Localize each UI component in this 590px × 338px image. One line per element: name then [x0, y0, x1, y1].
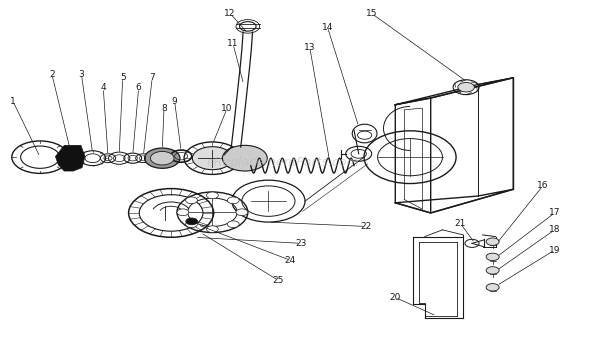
Text: eReplacementParts.com: eReplacementParts.com: [207, 156, 359, 169]
Text: 1: 1: [10, 97, 16, 106]
Text: 19: 19: [549, 246, 560, 255]
Circle shape: [486, 267, 499, 274]
Text: 20: 20: [389, 293, 401, 302]
Text: 24: 24: [284, 256, 296, 265]
Circle shape: [150, 151, 174, 165]
Text: 13: 13: [304, 43, 316, 52]
Text: 18: 18: [549, 225, 560, 234]
Text: 15: 15: [366, 9, 378, 18]
Circle shape: [236, 209, 248, 216]
Circle shape: [177, 209, 189, 216]
Text: 6: 6: [136, 83, 142, 92]
Text: 11: 11: [227, 40, 239, 48]
Circle shape: [486, 253, 499, 261]
Circle shape: [227, 221, 239, 227]
Text: 8: 8: [161, 104, 167, 113]
Circle shape: [186, 197, 198, 204]
Circle shape: [206, 226, 218, 233]
Text: 4: 4: [100, 83, 106, 92]
Circle shape: [486, 238, 499, 245]
Text: 3: 3: [78, 70, 84, 79]
Text: 25: 25: [273, 276, 284, 285]
Text: 12: 12: [224, 9, 236, 18]
Circle shape: [486, 284, 499, 291]
Text: 9: 9: [172, 97, 178, 106]
Text: 7: 7: [149, 73, 155, 82]
Polygon shape: [55, 145, 85, 171]
Text: 14: 14: [322, 23, 333, 31]
Circle shape: [145, 148, 180, 168]
Text: 23: 23: [295, 239, 307, 248]
Text: 16: 16: [537, 182, 549, 190]
Circle shape: [192, 147, 232, 170]
Circle shape: [227, 197, 239, 204]
Text: 2: 2: [49, 70, 55, 79]
Circle shape: [458, 82, 474, 92]
Text: 21: 21: [454, 219, 466, 227]
Circle shape: [186, 218, 198, 225]
Circle shape: [222, 145, 267, 171]
Circle shape: [186, 221, 198, 227]
Text: 22: 22: [360, 222, 372, 231]
Text: 17: 17: [549, 209, 560, 217]
Text: 5: 5: [120, 73, 126, 82]
Circle shape: [206, 192, 218, 199]
Text: 10: 10: [221, 104, 233, 113]
